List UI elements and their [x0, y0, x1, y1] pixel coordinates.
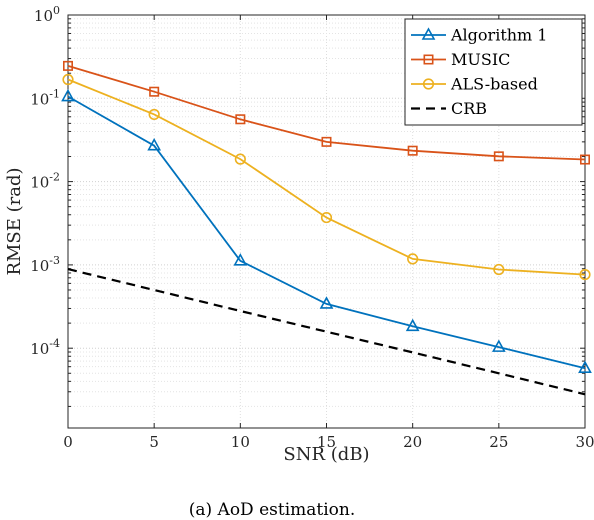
data-point-marker: [62, 73, 74, 86]
data-point-marker: [147, 138, 162, 151]
data-point-marker: [423, 54, 434, 65]
data-point-marker: [321, 136, 332, 147]
series-crb: [67, 268, 586, 396]
data-point-marker: [407, 145, 418, 156]
x-tick-label: 30: [575, 433, 594, 451]
data-point-marker: [148, 108, 160, 121]
y-axis-label: RMSE (rad): [4, 167, 25, 275]
series-lines: [61, 60, 592, 396]
legend-label: Algorithm 1: [450, 26, 547, 45]
x-axis-label: SNR (dB): [283, 444, 369, 465]
legend-box: [404, 18, 583, 126]
y-tick-label: 100: [34, 4, 60, 25]
series-algorithm-1: [61, 88, 592, 374]
series-als-based: [62, 73, 591, 281]
data-point-marker: [579, 268, 591, 281]
data-point-marker: [578, 360, 592, 374]
series-line: [67, 95, 586, 370]
data-point-marker: [405, 318, 420, 332]
data-point-marker: [493, 151, 504, 162]
data-point-marker: [320, 211, 333, 224]
legend-entry: CRB: [411, 99, 487, 118]
y-tick-label: 10-4: [30, 337, 60, 358]
series-line: [67, 65, 586, 161]
x-tick-label: 0: [63, 433, 73, 451]
x-tick-label: 5: [149, 433, 159, 451]
legend-label: MUSIC: [451, 50, 510, 69]
legend-entry: ALS-based: [411, 75, 538, 94]
y-tick-label: 10-2: [30, 171, 60, 192]
legend-label: ALS-based: [450, 75, 538, 94]
legend-entry: MUSIC: [411, 50, 510, 69]
y-tick-label: 10-1: [30, 87, 60, 108]
x-tick-label: 10: [231, 433, 250, 451]
legend: Algorithm 1 MUSIC ALS-based CRB: [404, 18, 583, 126]
data-point-marker: [579, 154, 590, 165]
data-point-marker: [61, 88, 75, 102]
figure-caption: (a) AoD estimation.: [189, 500, 356, 520]
data-point-marker: [319, 296, 334, 309]
axis-ticks: 0 5 10 15 20 25 30 100 10-1 10-2 10-3 10-4: [30, 4, 594, 451]
data-point-marker: [421, 27, 436, 40]
data-point-marker: [233, 253, 248, 266]
data-point-marker: [422, 78, 435, 90]
series-line: [67, 268, 586, 396]
legend-label: CRB: [451, 99, 487, 118]
data-point-marker: [62, 60, 73, 71]
series-music: [62, 60, 590, 165]
x-tick-label: 25: [489, 433, 508, 451]
x-tick-label: 20: [403, 433, 422, 451]
x-tick-label: 15: [317, 433, 336, 451]
data-point-marker: [491, 339, 506, 352]
data-point-marker: [407, 253, 419, 265]
data-point-marker: [234, 153, 246, 165]
series-line: [67, 78, 586, 276]
grid: [68, 15, 585, 428]
legend-entry: Algorithm 1: [411, 26, 547, 45]
data-point-marker: [493, 263, 505, 276]
y-tick-label: 10-3: [30, 254, 60, 275]
data-point-marker: [235, 114, 246, 125]
data-point-marker: [149, 86, 160, 97]
